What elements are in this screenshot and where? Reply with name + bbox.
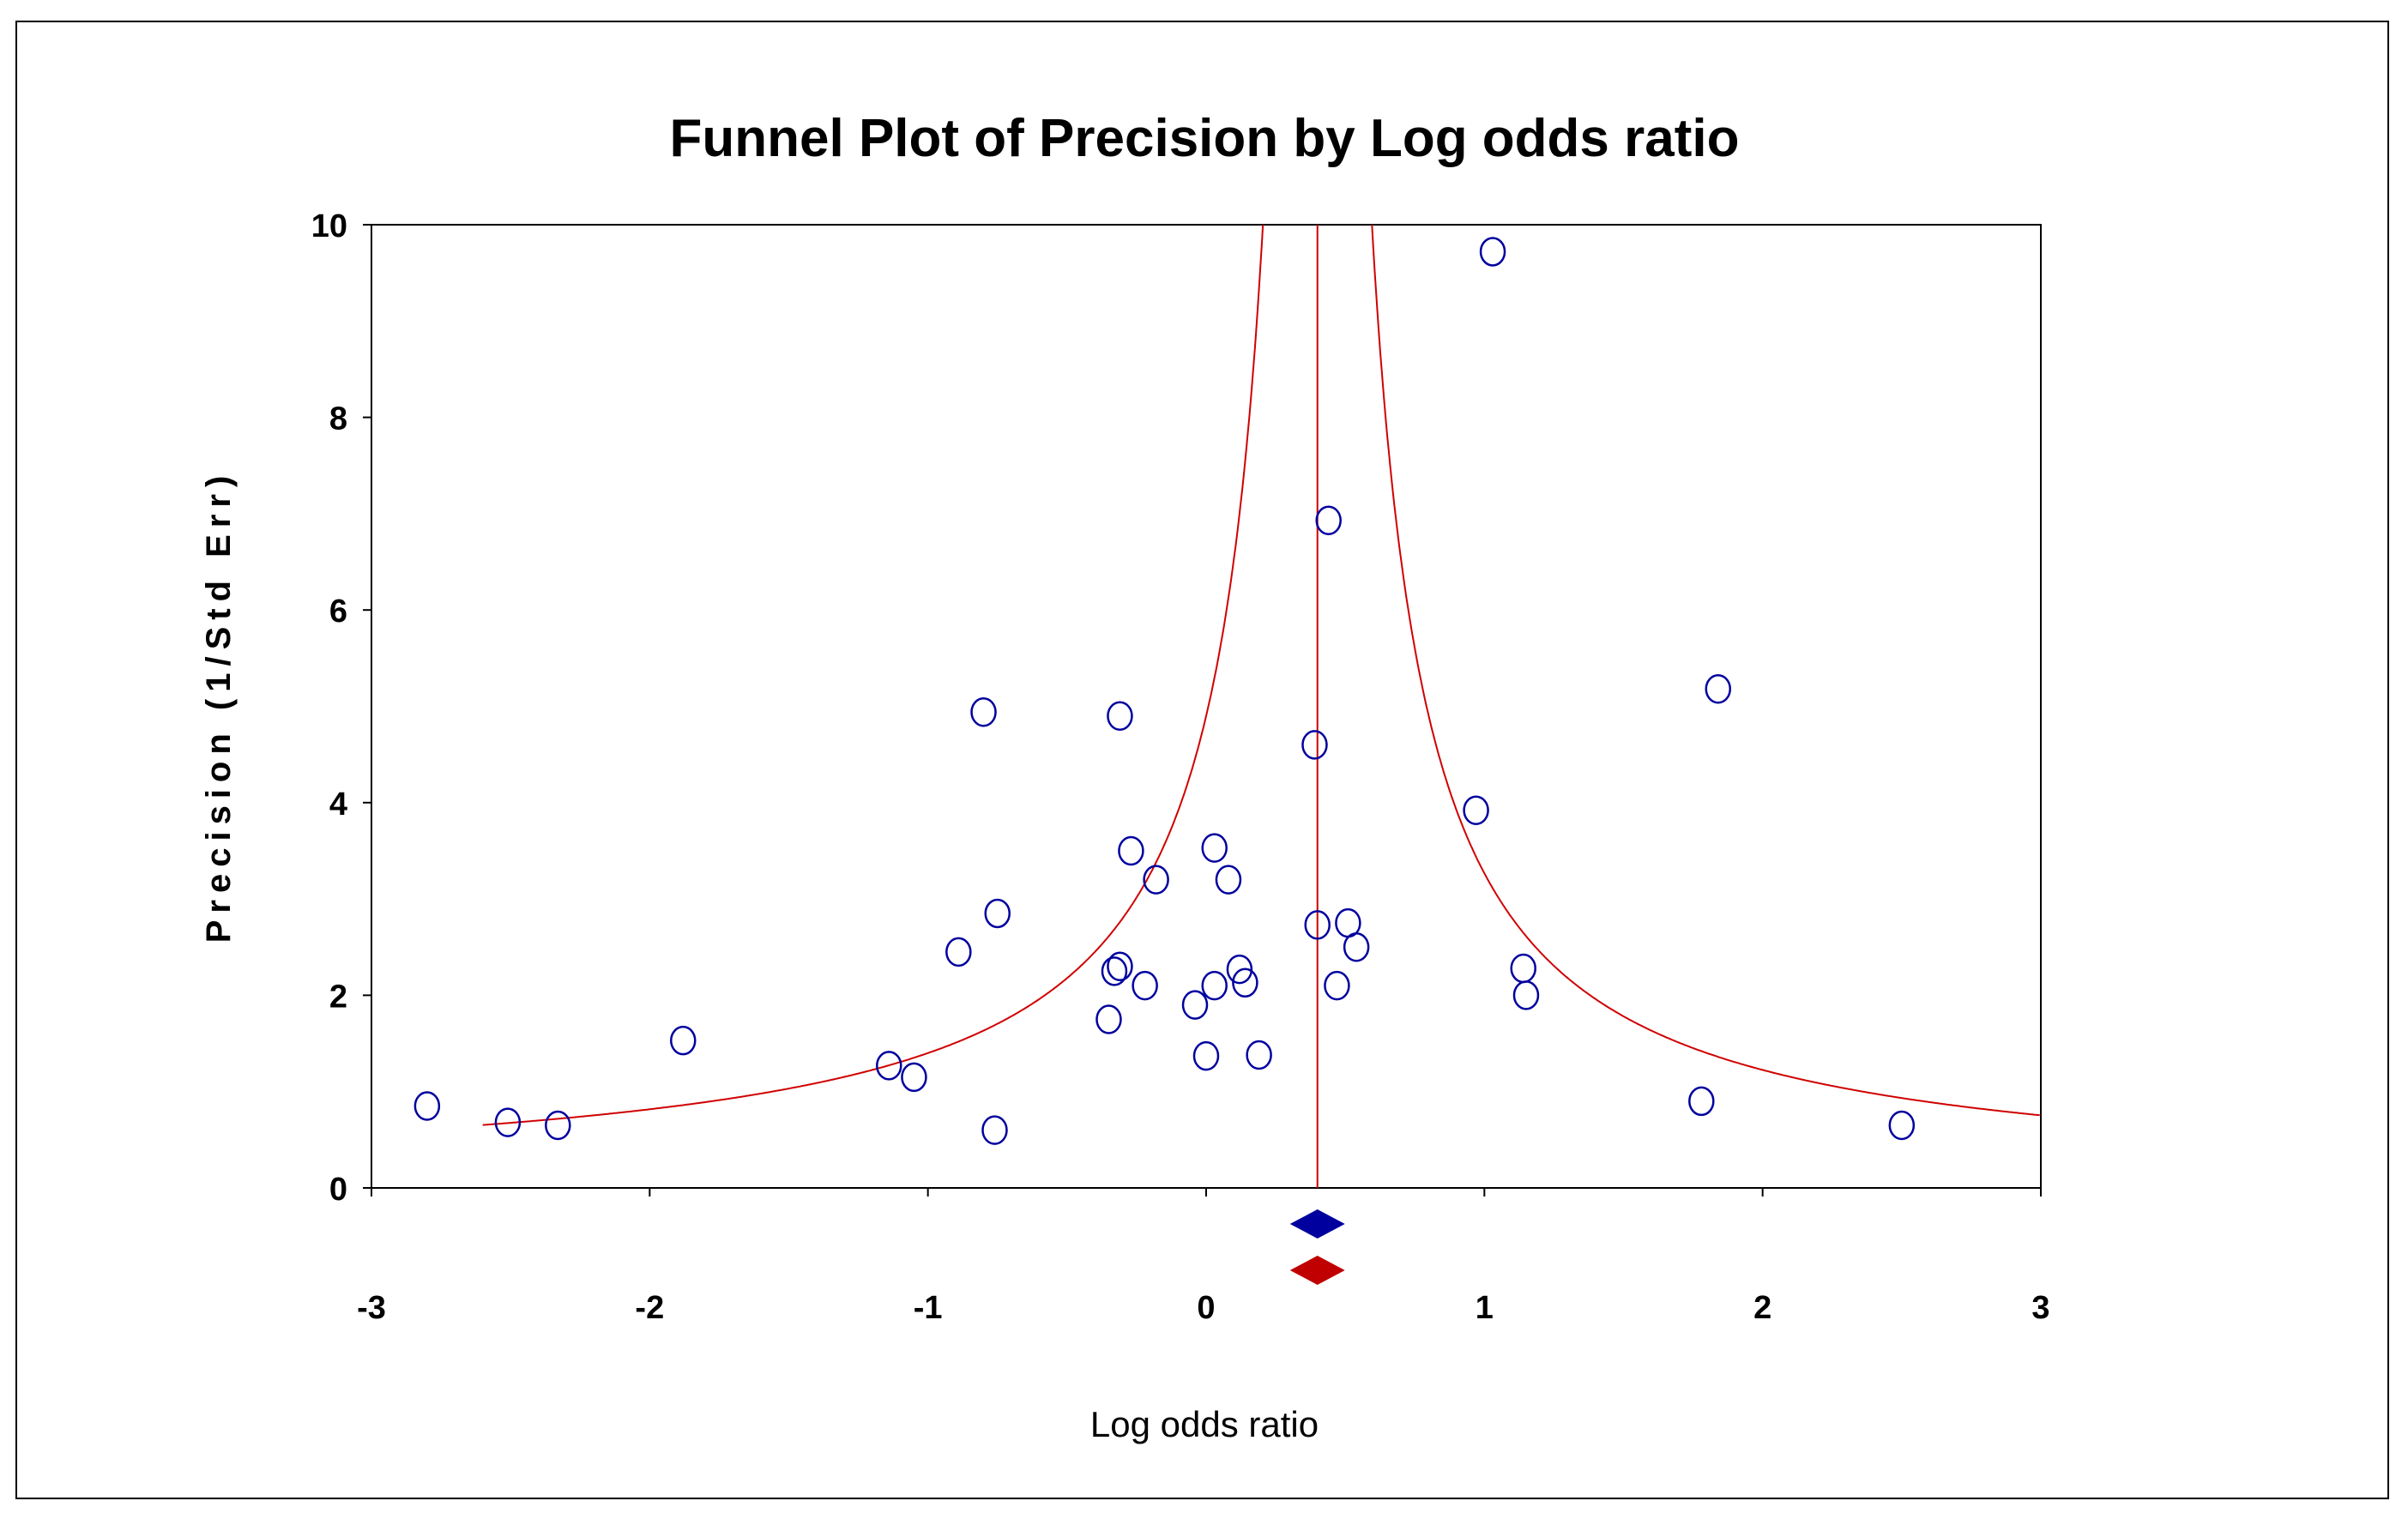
study-point <box>1226 954 1253 985</box>
y-tick-label: 0 <box>329 1172 347 1208</box>
y-tick-label: 2 <box>329 979 347 1015</box>
y-tick-label: 10 <box>311 208 347 244</box>
y-axis-label: Precision (1/Std Err) <box>200 469 238 943</box>
study-point <box>1343 932 1370 962</box>
study-point <box>1232 967 1258 998</box>
summary-diamonds <box>1289 1209 1345 1285</box>
study-point <box>1463 795 1489 826</box>
plot-area <box>371 224 2042 1189</box>
study-point <box>876 1051 902 1081</box>
x-tick-label: 0 <box>1197 1290 1215 1326</box>
funnel-right-limit <box>1371 224 2040 1117</box>
study-point <box>413 1091 441 1121</box>
diamond-observed <box>1289 1209 1345 1239</box>
study-point <box>984 898 1011 929</box>
x-tick-label: 2 <box>1753 1290 1771 1326</box>
study-point <box>1101 956 1128 986</box>
study-point <box>1201 970 1228 1001</box>
study-point <box>545 1110 571 1141</box>
y-tick-label: 6 <box>329 594 347 630</box>
study-point <box>1246 1040 1272 1070</box>
study-point <box>1107 951 1133 981</box>
x-tick-label: 3 <box>2031 1290 2049 1326</box>
diamond-adjusted <box>1289 1256 1345 1285</box>
y-axis-ticks: 0 2 4 6 8 10 <box>311 208 371 1208</box>
study-point <box>1510 953 1536 984</box>
x-tick-label: 1 <box>1476 1290 1494 1326</box>
chart-title: Funnel Plot of Precision by Log odds rat… <box>670 109 1740 168</box>
study-point <box>1201 833 1228 863</box>
study-point <box>1888 1110 1916 1141</box>
x-axis-ticks: -3 -2 -1 0 1 2 3 <box>357 1188 2050 1326</box>
funnel-lines <box>482 224 2040 1188</box>
study-point <box>1688 1086 1715 1117</box>
study-point <box>945 937 972 967</box>
study-point <box>1512 980 1540 1010</box>
study-point <box>1215 865 1242 895</box>
study-point <box>494 1107 522 1137</box>
funnel-left-limit <box>482 224 1264 1126</box>
study-point <box>1324 970 1350 1001</box>
study-point <box>1192 1040 1220 1071</box>
study-point <box>1479 237 1506 267</box>
study-point <box>1095 1004 1122 1034</box>
study-point <box>1143 865 1169 895</box>
study-point <box>1705 674 1732 704</box>
study-point <box>970 696 997 727</box>
study-point <box>1118 835 1144 866</box>
study-point <box>901 1062 927 1093</box>
study-point <box>981 1115 1008 1145</box>
x-tick-label: -3 <box>357 1290 386 1326</box>
chart-frame <box>15 21 2389 1499</box>
study-point <box>1132 970 1158 1001</box>
y-tick-label: 4 <box>329 787 347 823</box>
study-point <box>670 1025 697 1056</box>
study-points <box>413 237 1916 1145</box>
study-point <box>1315 505 1342 536</box>
y-tick-label: 8 <box>329 401 347 437</box>
study-point <box>1107 701 1133 731</box>
x-tick-label: -1 <box>914 1290 943 1326</box>
x-axis-label: Log odds ratio <box>1090 1404 1319 1444</box>
study-point <box>1301 730 1328 760</box>
study-point <box>1304 910 1331 940</box>
study-point <box>1181 990 1209 1020</box>
x-tick-label: -2 <box>635 1290 664 1326</box>
